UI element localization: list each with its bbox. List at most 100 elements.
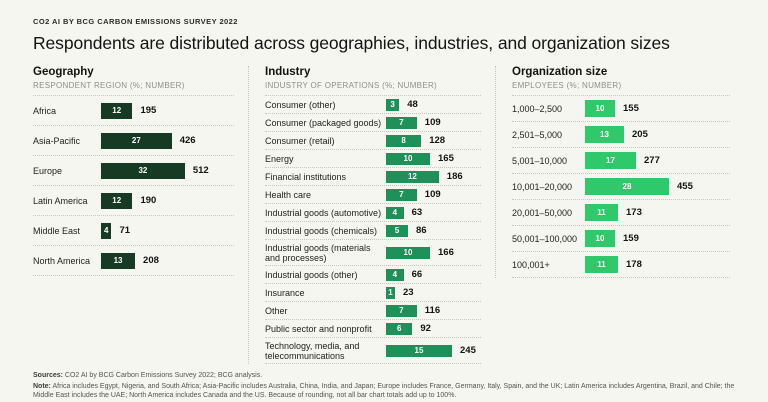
chart-row: Consumer (other) 3 48: [265, 96, 481, 114]
count-label: 455: [677, 181, 693, 192]
bar-track: 1 23: [386, 286, 481, 299]
chart-row: 1,000–2,500 10 155: [512, 96, 730, 122]
category-label: Industrial goods (chemicals): [265, 225, 378, 236]
category-label: Other: [265, 305, 288, 316]
bar-track: 10 166: [386, 246, 481, 259]
percent-label: 4: [104, 226, 109, 235]
percent-label: 13: [600, 130, 609, 139]
count-label: 128: [429, 135, 446, 146]
chart-row: Health care 7 109: [265, 186, 481, 204]
count-label: 165: [438, 153, 454, 164]
count-label: 71: [119, 225, 131, 236]
bar-track: 5 86: [386, 224, 481, 237]
percent-bar: 10: [386, 152, 430, 165]
percent-label: 13: [113, 256, 123, 265]
geography-bar-rows: Africa 12 195 Asia-Pacific 27 426 Europe 32 512 L…: [33, 96, 234, 276]
chart-row: Financial institutions 12 186: [265, 168, 481, 186]
chart-row: Asia-Pacific 27 426: [33, 126, 234, 156]
percent-bar: 6: [386, 322, 413, 335]
category-label: Industrial goods (other): [265, 269, 358, 280]
bar-track: 12 186: [386, 170, 481, 183]
chart-row: 5,001–10,000 17 277: [512, 148, 730, 174]
industry-heading: Industry: [265, 66, 311, 78]
chart-row: Industrial goods (automotive) 4 63: [265, 204, 481, 222]
footnotes: Sources: CO2 AI by BCG Carbon Emissions …: [33, 371, 743, 401]
category-label: Health care: [265, 189, 312, 200]
count-label: 178: [626, 259, 642, 270]
category-label: North America: [33, 255, 91, 266]
percent-bar: 28: [585, 178, 669, 195]
category-label: 2,501–5,000: [512, 129, 563, 140]
percent-bar: 1: [386, 286, 395, 299]
percent-bar: 11: [585, 204, 618, 221]
percent-bar: 7: [386, 188, 417, 201]
category-label: 100,001+: [512, 259, 550, 270]
percent-label: 3: [390, 100, 395, 109]
count-label: 186: [446, 171, 463, 182]
bar-track: 4 66: [386, 268, 481, 281]
category-label: Africa: [33, 105, 57, 116]
category-label: Consumer (packaged goods): [265, 117, 382, 128]
organization-size-heading: Organization size: [512, 66, 608, 78]
chart-row: Industrial goods (other) 4 66: [265, 266, 481, 284]
bar-track: 10 155: [585, 100, 730, 117]
bar-track: 17 277: [585, 152, 730, 169]
percent-label: 27: [131, 136, 141, 145]
percent-label: 28: [622, 182, 632, 191]
count-label: 109: [424, 189, 441, 200]
percent-bar: 12: [101, 102, 133, 119]
category-label: 50,001–100,000: [512, 233, 578, 244]
bar-track: 28 455: [585, 178, 730, 195]
chart-row: Industrial goods (chemicals) 5 86: [265, 222, 481, 240]
percent-bar: 4: [386, 268, 404, 281]
percent-bar: 10: [585, 100, 615, 117]
chart-row: Energy 10 165: [265, 150, 481, 168]
percent-label: 1: [388, 288, 393, 297]
chart-row: 10,001–20,000 28 455: [512, 174, 730, 200]
note-text: Africa includes Egypt, Nigeria, and Sout…: [33, 382, 735, 400]
percent-label: 10: [595, 234, 605, 243]
category-label: Consumer (retail): [265, 135, 335, 146]
count-label: 190: [140, 195, 157, 206]
bar-track: 8 128: [386, 134, 481, 147]
percent-label: 7: [399, 190, 404, 199]
category-label: 1,000–2,500: [512, 103, 563, 114]
bar-track: 7 116: [386, 304, 481, 317]
note-line: Note: Africa includes Egypt, Nigeria, an…: [33, 382, 743, 401]
count-label: 173: [626, 207, 642, 218]
percent-label: 5: [394, 226, 400, 235]
bar-track: 27 426: [101, 132, 234, 149]
eyebrow-kicker: CO2 AI BY BCG CARBON EMISSIONS SURVEY 20…: [33, 17, 238, 26]
bar-track: 15 245: [386, 344, 481, 357]
category-label: 10,001–20,000: [512, 181, 573, 192]
category-label: Insurance: [265, 287, 305, 298]
chart-row: Insurance 1 23: [265, 284, 481, 302]
percent-bar: 32: [101, 162, 185, 179]
percent-bar: 13: [585, 126, 624, 143]
bar-track: 4 71: [101, 222, 234, 239]
bar-track: 32 512: [101, 162, 234, 179]
count-label: 195: [140, 105, 157, 116]
percent-bar: 5: [386, 224, 408, 237]
chart-row: Consumer (retail) 8 128: [265, 132, 481, 150]
percent-label: 12: [112, 106, 122, 115]
percent-bar: 7: [386, 304, 417, 317]
count-label: 159: [623, 233, 639, 244]
geography-subheading: RESPONDENT REGION (%; NUMBER): [33, 81, 234, 96]
count-label: 512: [192, 165, 209, 176]
column-industry: Industry INDUSTRY OF OPERATIONS (%; NUMB…: [248, 66, 495, 364]
count-label: 48: [407, 99, 418, 110]
count-label: 66: [411, 269, 423, 280]
chart-row: Africa 12 195: [33, 96, 234, 126]
percent-label: 11: [597, 260, 606, 269]
bar-track: 11 178: [585, 256, 730, 273]
percent-bar: 3: [386, 98, 400, 111]
percent-label: 8: [401, 136, 406, 145]
count-label: 86: [416, 225, 427, 236]
count-label: 63: [411, 207, 423, 218]
industry-subheading: INDUSTRY OF OPERATIONS (%; NUMBER): [265, 81, 481, 96]
chart-row: North America 13 208: [33, 246, 234, 276]
category-label: 5,001–10,000: [512, 155, 568, 166]
chart-row: Public sector and nonprofit 6 92: [265, 320, 481, 338]
count-label: 92: [420, 323, 431, 334]
